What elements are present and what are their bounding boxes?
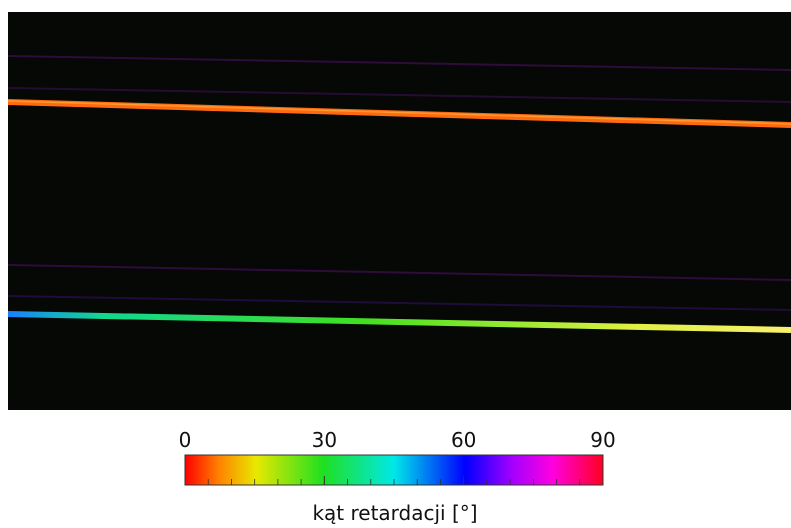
tick-label: 90 (590, 428, 615, 452)
retardation-image (7, 12, 791, 410)
tick-label: 60 (451, 428, 476, 452)
tick-label: 30 (312, 428, 337, 452)
tick-label: 0 (179, 428, 192, 452)
colorbar-label: kąt retardacji [°] (312, 501, 477, 524)
